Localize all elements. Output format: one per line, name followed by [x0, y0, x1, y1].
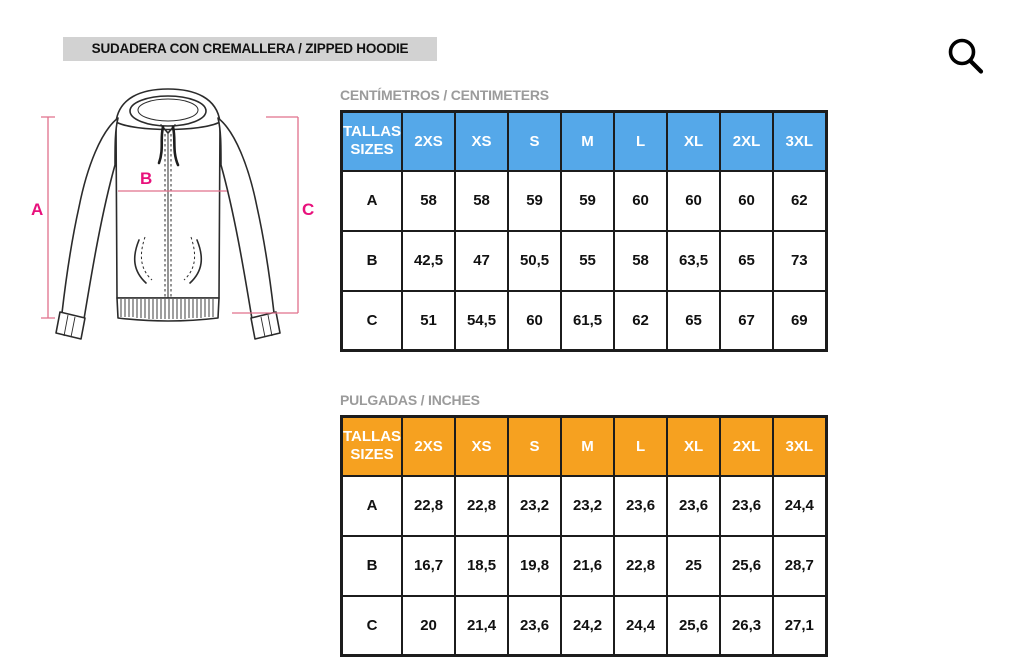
measure-cell: 60 — [507, 289, 563, 352]
measure-cell: 28,7 — [772, 534, 828, 597]
row-label: B — [340, 229, 404, 292]
measure-row-c: C 20 21,4 23,6 24,2 24,4 25,6 26,3 27,1 — [340, 594, 828, 657]
page-title: SUDADERA CON CREMALLERA / ZIPPED HOODIE — [63, 37, 437, 61]
size-header-cell: 3XL — [772, 110, 828, 172]
size-header-cell: 2XS — [401, 415, 457, 477]
size-header-cell: S — [507, 415, 563, 477]
measure-cell: 18,5 — [454, 534, 510, 597]
measure-cell: 65 — [719, 229, 775, 292]
search-icon[interactable] — [944, 36, 992, 80]
measure-cell: 59 — [560, 169, 616, 232]
measure-label-c: C — [302, 200, 314, 219]
size-header-cell: 3XL — [772, 415, 828, 477]
measure-cell: 59 — [507, 169, 563, 232]
corner-cell: TALLAS SIZES — [340, 415, 404, 477]
measure-cell: 73 — [772, 229, 828, 292]
measure-cell: 23,6 — [507, 594, 563, 657]
row-label: C — [340, 594, 404, 657]
measure-line-c — [232, 116, 299, 314]
hoodie-measurement-diagram: A B C — [31, 88, 314, 340]
measure-cell: 23,2 — [560, 474, 616, 537]
measure-cell: 27,1 — [772, 594, 828, 657]
measure-cell: 23,6 — [613, 474, 669, 537]
measure-label-b: B — [140, 169, 152, 188]
row-label: B — [340, 534, 404, 597]
size-header-cell: XS — [454, 110, 510, 172]
measure-cell: 21,6 — [560, 534, 616, 597]
hoodie-right-sleeve — [217, 117, 275, 320]
cm-size-table: TALLAS SIZES 2XS XS S M L XL 2XL 3XL A 58… — [340, 110, 828, 352]
measure-cell: 47 — [454, 229, 510, 292]
size-header-cell: S — [507, 110, 563, 172]
measure-cell: 42,5 — [401, 229, 457, 292]
measure-cell: 23,6 — [666, 474, 722, 537]
measure-cell: 16,7 — [401, 534, 457, 597]
measure-row-b: B 16,7 18,5 19,8 21,6 22,8 25 25,6 28,7 — [340, 534, 828, 597]
measure-cell: 58 — [613, 229, 669, 292]
measure-cell: 22,8 — [401, 474, 457, 537]
measure-cell: 60 — [719, 169, 775, 232]
size-header-cell: L — [613, 415, 669, 477]
measure-cell: 63,5 — [666, 229, 722, 292]
measure-cell: 54,5 — [454, 289, 510, 352]
measure-cell: 25 — [666, 534, 722, 597]
size-header-cell: M — [560, 415, 616, 477]
measure-cell: 62 — [613, 289, 669, 352]
corner-cell: TALLAS SIZES — [340, 110, 404, 172]
measure-label-a: A — [31, 200, 43, 219]
measure-cell: 21,4 — [454, 594, 510, 657]
measure-cell: 62 — [772, 169, 828, 232]
row-label: C — [340, 289, 404, 352]
measure-cell: 25,6 — [666, 594, 722, 657]
inches-size-table: TALLAS SIZES 2XS XS S M L XL 2XL 3XL A 22… — [340, 415, 828, 657]
measure-cell: 24,4 — [772, 474, 828, 537]
inches-section-label: PULGADAS / INCHES — [340, 392, 480, 408]
measure-row-b: B 42,5 47 50,5 55 58 63,5 65 73 — [340, 229, 828, 292]
measure-row-a: A 22,8 22,8 23,2 23,2 23,6 23,6 23,6 24,… — [340, 474, 828, 537]
measure-cell: 24,4 — [613, 594, 669, 657]
measure-cell: 67 — [719, 289, 775, 352]
row-label: A — [340, 169, 404, 232]
measure-cell: 61,5 — [560, 289, 616, 352]
measure-cell: 60 — [666, 169, 722, 232]
size-header-cell: XS — [454, 415, 510, 477]
size-header-cell: XL — [666, 110, 722, 172]
measure-line-a — [41, 116, 55, 319]
size-header-cell: M — [560, 110, 616, 172]
hoodie-drawstrings — [157, 125, 180, 167]
measure-cell: 23,6 — [719, 474, 775, 537]
measure-cell: 19,8 — [507, 534, 563, 597]
measure-cell: 23,2 — [507, 474, 563, 537]
measure-cell: 26,3 — [719, 594, 775, 657]
measure-cell: 58 — [454, 169, 510, 232]
measure-row-a: A 58 58 59 59 60 60 60 62 — [340, 169, 828, 232]
size-header-cell: L — [613, 110, 669, 172]
hoodie-left-pocket — [133, 239, 147, 284]
hoodie-left-sleeve — [61, 117, 119, 320]
measure-cell: 65 — [666, 289, 722, 352]
size-header-row: TALLAS SIZES 2XS XS S M L XL 2XL 3XL — [340, 110, 828, 172]
measure-cell: 50,5 — [507, 229, 563, 292]
size-header-cell: 2XL — [719, 110, 775, 172]
measure-cell: 51 — [401, 289, 457, 352]
measure-cell: 20 — [401, 594, 457, 657]
measure-cell: 69 — [772, 289, 828, 352]
measure-cell: 25,6 — [719, 534, 775, 597]
measure-cell: 55 — [560, 229, 616, 292]
measure-cell: 58 — [401, 169, 457, 232]
measure-cell: 60 — [613, 169, 669, 232]
measure-cell: 22,8 — [454, 474, 510, 537]
size-header-row: TALLAS SIZES 2XS XS S M L XL 2XL 3XL — [340, 415, 828, 477]
size-header-cell: 2XL — [719, 415, 775, 477]
measure-cell: 22,8 — [613, 534, 669, 597]
measure-cell: 24,2 — [560, 594, 616, 657]
size-header-cell: 2XS — [401, 110, 457, 172]
cm-section-label: CENTÍMETROS / CENTIMETERS — [340, 87, 549, 103]
measure-row-c: C 51 54,5 60 61,5 62 65 67 69 — [340, 289, 828, 352]
hoodie-right-pocket — [189, 239, 203, 284]
hoodie-hem — [116, 297, 220, 322]
size-header-cell: XL — [666, 415, 722, 477]
row-label: A — [340, 474, 404, 537]
